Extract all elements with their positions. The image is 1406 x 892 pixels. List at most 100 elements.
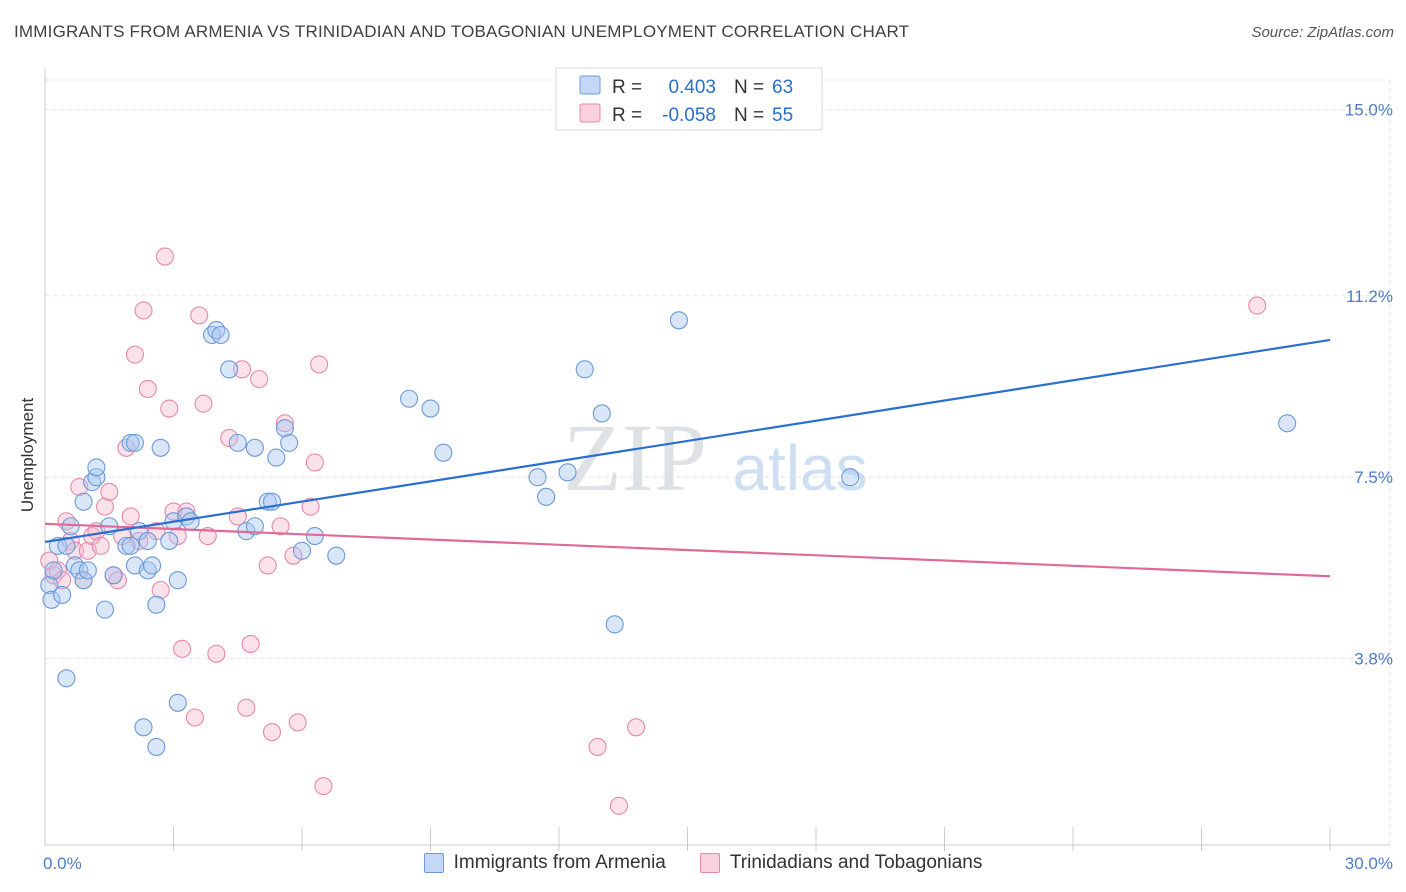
- armenia-point: [40, 576, 59, 595]
- trinidadian-point: [609, 796, 629, 815]
- armenia-point: [292, 541, 312, 560]
- legend-item-armenia: Immigrants from Armenia: [423, 852, 666, 874]
- y-tick-label: 7.5%: [1354, 468, 1393, 487]
- armenia-point: [147, 737, 166, 756]
- armenia-point: [245, 517, 264, 536]
- armenia-point: [134, 718, 153, 737]
- legend-label-armenia: Immigrants from Armenia: [453, 852, 666, 873]
- trinidadian-point: [121, 507, 140, 526]
- trinidadian-point: [271, 517, 290, 536]
- tick-labels: 3.8% 7.5% 11.2% 15.0% 0.0% 30.0%: [43, 100, 1393, 873]
- armenia-point: [78, 561, 97, 580]
- correlation-legend: R = 0.403 N = 63 R = -0.058 N = 55: [555, 67, 823, 131]
- armenia-point: [421, 399, 440, 418]
- armenia-point: [327, 546, 346, 565]
- trinidadian-point: [100, 482, 119, 501]
- trinidadian-point: [232, 360, 252, 379]
- y-tick-label: 3.8%: [1354, 650, 1393, 669]
- trinidadian-point: [1248, 296, 1267, 315]
- legend-r-value-1: 0.403: [668, 77, 716, 98]
- armenia-point: [87, 458, 106, 477]
- armenia-point: [57, 669, 76, 688]
- trinidadian-point: [190, 306, 209, 325]
- armenia-point: [400, 389, 419, 408]
- armenia-point: [61, 517, 80, 536]
- armenia-point: [181, 512, 200, 531]
- trinidadian-point: [288, 713, 307, 732]
- trinidadian-point: [198, 527, 217, 546]
- x-tick-label: 30.0%: [1345, 854, 1393, 873]
- series-legend: Immigrants from Armenia Trinidadians and…: [0, 852, 1406, 874]
- armenia-point: [537, 487, 556, 506]
- trinidadian-point: [125, 345, 144, 364]
- armenia-point: [228, 433, 247, 452]
- legend-r-label-2: R =: [612, 105, 642, 126]
- armenia-point: [245, 438, 264, 457]
- armenia-point: [74, 571, 93, 590]
- trinidadian-point: [65, 541, 85, 560]
- armenia-point: [87, 468, 106, 487]
- armenia-trend-line: [44, 338, 1331, 544]
- trinidadian-point: [275, 414, 294, 433]
- armenia-point: [117, 536, 136, 555]
- armenia-point: [267, 448, 286, 467]
- trend-lines: [44, 338, 1331, 578]
- trinidadian-point: [207, 644, 226, 663]
- armenia-point: [138, 531, 157, 551]
- armenia-point: [841, 468, 860, 487]
- armenia-point: [57, 536, 76, 555]
- armenia-point: [53, 585, 72, 604]
- armenia-point: [151, 438, 170, 457]
- legend-r-value-2: -0.058: [662, 105, 716, 126]
- trinidadian-point: [241, 634, 260, 653]
- armenia-point: [160, 531, 179, 551]
- legend-r-label-1: R =: [612, 77, 642, 98]
- armenia-point: [558, 463, 577, 482]
- trinidadian-point: [185, 708, 204, 727]
- armenia-point: [275, 419, 294, 438]
- armenia-point: [74, 492, 93, 511]
- armenia-point: [143, 556, 162, 575]
- legend-swatch-armenia: [423, 853, 444, 873]
- watermark: ZIP atlas: [563, 404, 868, 511]
- armenia-point: [42, 590, 61, 609]
- y-tick-label: 11.2%: [1346, 287, 1393, 306]
- legend-n-value-1: 63: [772, 77, 793, 98]
- armenia-point: [434, 443, 453, 462]
- trinidadian-point: [301, 497, 320, 516]
- legend-swatch-trinidadian: [699, 853, 720, 873]
- legend-n-label-1: N =: [734, 77, 764, 98]
- trinidadian-point: [284, 546, 303, 565]
- watermark-atlas: atlas: [732, 432, 867, 504]
- legend-n-label-2: N =: [734, 105, 764, 126]
- legend-pink-swatch: [579, 103, 601, 123]
- trinidadian-trend-line: [44, 522, 1331, 578]
- armenia-point: [528, 468, 547, 487]
- armenia-point: [1278, 414, 1297, 433]
- armenia-point: [669, 311, 688, 330]
- trinidadian-point: [314, 777, 333, 796]
- trinidadian-point: [262, 723, 282, 742]
- armenia-point: [280, 433, 299, 452]
- trinidadian-point: [160, 399, 179, 418]
- legend-item-trinidadian: Trinidadians and Tobagonians: [699, 852, 982, 874]
- armenia-point: [575, 360, 594, 379]
- trinidadian-point: [194, 394, 213, 413]
- armenia-point: [168, 571, 187, 590]
- trinidadian-point: [305, 453, 324, 472]
- trinidadian-point: [588, 737, 607, 756]
- trinidadian-point: [155, 247, 174, 266]
- armenia-point: [211, 325, 230, 345]
- armenia-point: [121, 433, 140, 452]
- trinidadian-point: [220, 428, 239, 448]
- trinidadian-point: [258, 556, 277, 575]
- y-tick-label: 15.0%: [1345, 100, 1393, 119]
- trinidadian-point: [237, 698, 256, 717]
- armenia-point: [147, 595, 166, 614]
- trinidadian-point: [134, 301, 153, 320]
- armenia-point: [95, 600, 115, 619]
- armenia-point: [592, 404, 611, 423]
- y-axis-label: Unemployment: [18, 398, 37, 513]
- armenia-point: [104, 566, 123, 585]
